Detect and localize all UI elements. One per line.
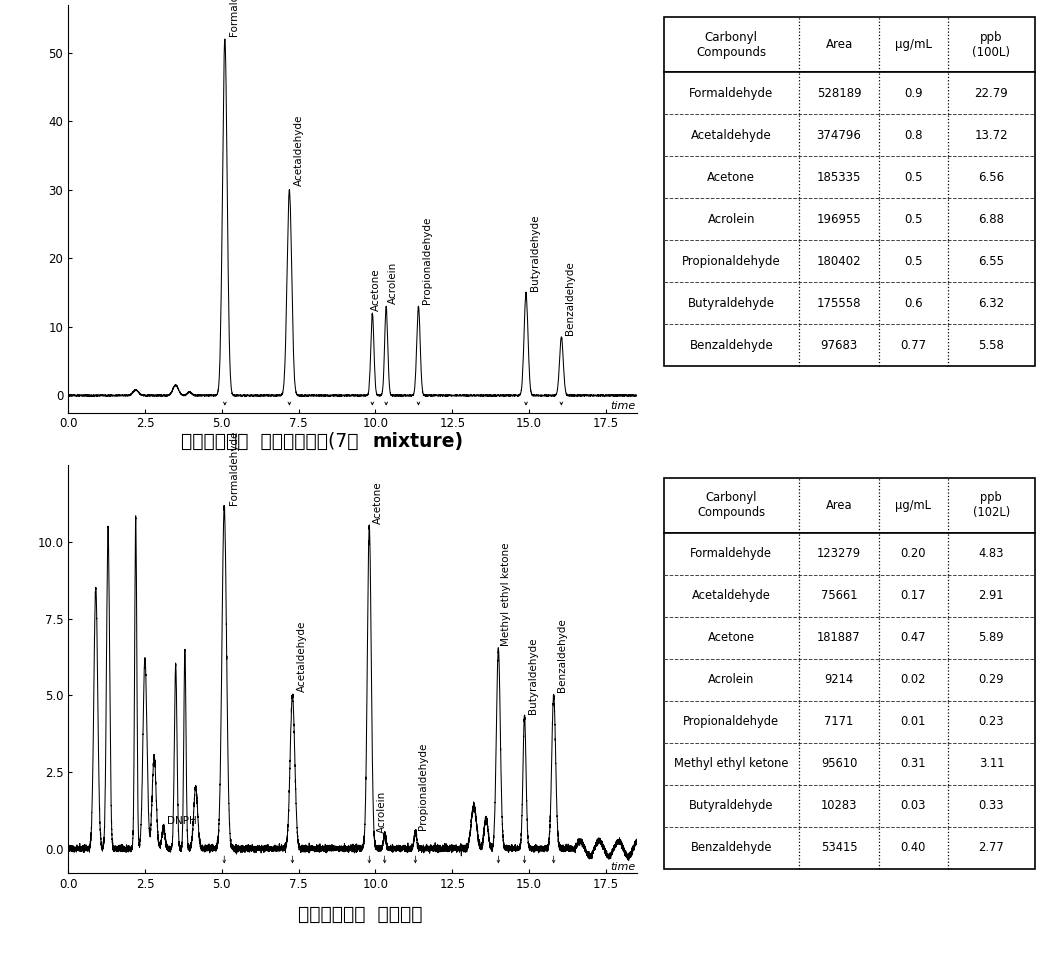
Text: 0.03: 0.03: [900, 799, 926, 812]
Text: 카보닐화합물  현장시료: 카보닐화합물 현장시료: [299, 905, 422, 923]
Text: Area: Area: [826, 38, 853, 51]
Text: μg/mL: μg/mL: [895, 38, 932, 51]
Text: Butyraldehyde: Butyraldehyde: [690, 799, 773, 812]
Text: ppb
(100L): ppb (100L): [973, 30, 1010, 58]
Text: Methyl ethyl ketone: Methyl ethyl ketone: [501, 543, 511, 647]
Text: 5.89: 5.89: [979, 631, 1004, 644]
Text: 0.33: 0.33: [979, 799, 1004, 812]
Text: 3.11: 3.11: [979, 757, 1004, 770]
Text: Acrolein: Acrolein: [707, 212, 755, 226]
Text: 22.79: 22.79: [975, 87, 1008, 99]
Text: 0.5: 0.5: [904, 170, 922, 184]
Text: μg/mL: μg/mL: [895, 499, 932, 511]
Text: 6.88: 6.88: [979, 212, 1004, 226]
Text: 528189: 528189: [816, 87, 861, 99]
Text: 0.23: 0.23: [979, 715, 1004, 729]
Text: Propionaldehyde: Propionaldehyde: [682, 254, 781, 268]
Text: 97683: 97683: [821, 339, 857, 352]
Text: 0.17: 0.17: [900, 589, 926, 602]
Text: Butyraldehyde: Butyraldehyde: [527, 637, 538, 714]
Text: Acetaldehyde: Acetaldehyde: [297, 620, 307, 693]
Text: Area: Area: [826, 499, 852, 511]
Text: 0.8: 0.8: [904, 129, 922, 141]
Text: 180402: 180402: [816, 254, 861, 268]
Text: 374796: 374796: [816, 129, 861, 141]
Text: 0.5: 0.5: [904, 254, 922, 268]
Text: 196955: 196955: [816, 212, 861, 226]
Text: Formaldehyde: Formaldehyde: [228, 431, 239, 506]
Text: 6.56: 6.56: [978, 170, 1004, 184]
Text: 0.02: 0.02: [900, 673, 926, 686]
Text: 185335: 185335: [816, 170, 861, 184]
Text: 6.55: 6.55: [979, 254, 1004, 268]
Text: ppb
(102L): ppb (102L): [973, 491, 1010, 519]
Text: Acrolein: Acrolein: [389, 262, 398, 304]
Text: Formaldehyde: Formaldehyde: [691, 547, 772, 560]
Text: Acrolein: Acrolein: [377, 791, 387, 834]
Text: 0.20: 0.20: [900, 547, 926, 560]
Text: Benzaldehyde: Benzaldehyde: [558, 618, 567, 693]
Text: 카보닐화합물  표준혼합시료(7종: 카보닐화합물 표준혼합시료(7종: [180, 432, 370, 451]
Text: Butyraldehyde: Butyraldehyde: [529, 214, 540, 290]
Text: Carbonyl
Compounds: Carbonyl Compounds: [696, 30, 766, 58]
Text: 2.77: 2.77: [979, 842, 1004, 854]
Text: Acetone: Acetone: [373, 481, 383, 524]
Text: 75661: 75661: [821, 589, 857, 602]
Text: 0.01: 0.01: [900, 715, 926, 729]
Text: time: time: [610, 862, 635, 872]
Text: 6.32: 6.32: [978, 297, 1004, 310]
Text: 181887: 181887: [817, 631, 860, 644]
Text: Carbonyl
Compounds: Carbonyl Compounds: [697, 491, 765, 519]
Text: 0.29: 0.29: [979, 673, 1004, 686]
Text: Acetaldehyde: Acetaldehyde: [692, 589, 770, 602]
Text: 5.58: 5.58: [979, 339, 1004, 352]
Text: 53415: 53415: [821, 842, 857, 854]
Text: Benzaldehyde: Benzaldehyde: [691, 842, 772, 854]
Text: Acetone: Acetone: [707, 170, 756, 184]
Text: Acetaldehyde: Acetaldehyde: [691, 129, 771, 141]
Text: 4.83: 4.83: [979, 547, 1004, 560]
Text: Propionaldehyde: Propionaldehyde: [422, 217, 432, 304]
Text: 0.6: 0.6: [904, 297, 922, 310]
Text: 9214: 9214: [825, 673, 854, 686]
Text: 0.40: 0.40: [900, 842, 926, 854]
Text: Acetone: Acetone: [707, 631, 755, 644]
Text: Propionaldehyde: Propionaldehyde: [683, 715, 780, 729]
Text: Acrolein: Acrolein: [708, 673, 755, 686]
Text: 0.9: 0.9: [904, 87, 922, 99]
Text: Propionaldehyde: Propionaldehyde: [417, 743, 428, 830]
Text: 0.5: 0.5: [904, 212, 922, 226]
Text: 10283: 10283: [821, 799, 857, 812]
Text: 7171: 7171: [825, 715, 854, 729]
Text: 0.31: 0.31: [900, 757, 926, 770]
Text: 123279: 123279: [817, 547, 861, 560]
Text: Butyraldehyde: Butyraldehyde: [687, 297, 774, 310]
Text: time: time: [610, 400, 635, 411]
Text: mixture): mixture): [372, 432, 463, 451]
Text: 2.91: 2.91: [979, 589, 1004, 602]
Text: Benzaldehyde: Benzaldehyde: [690, 339, 773, 352]
Text: Formaldehyde: Formaldehyde: [230, 0, 239, 36]
Text: 0.77: 0.77: [900, 339, 926, 352]
Text: 175558: 175558: [816, 297, 861, 310]
Text: Benzaldehyde: Benzaldehyde: [565, 261, 575, 335]
Text: DNPH: DNPH: [167, 815, 197, 826]
Text: 95610: 95610: [821, 757, 857, 770]
Text: Methyl ethyl ketone: Methyl ethyl ketone: [674, 757, 788, 770]
Text: Acetaldehyde: Acetaldehyde: [294, 115, 304, 186]
Text: 13.72: 13.72: [975, 129, 1008, 141]
Text: Formaldehyde: Formaldehyde: [690, 87, 773, 99]
Text: Acetone: Acetone: [371, 269, 380, 311]
Text: 0.47: 0.47: [900, 631, 926, 644]
